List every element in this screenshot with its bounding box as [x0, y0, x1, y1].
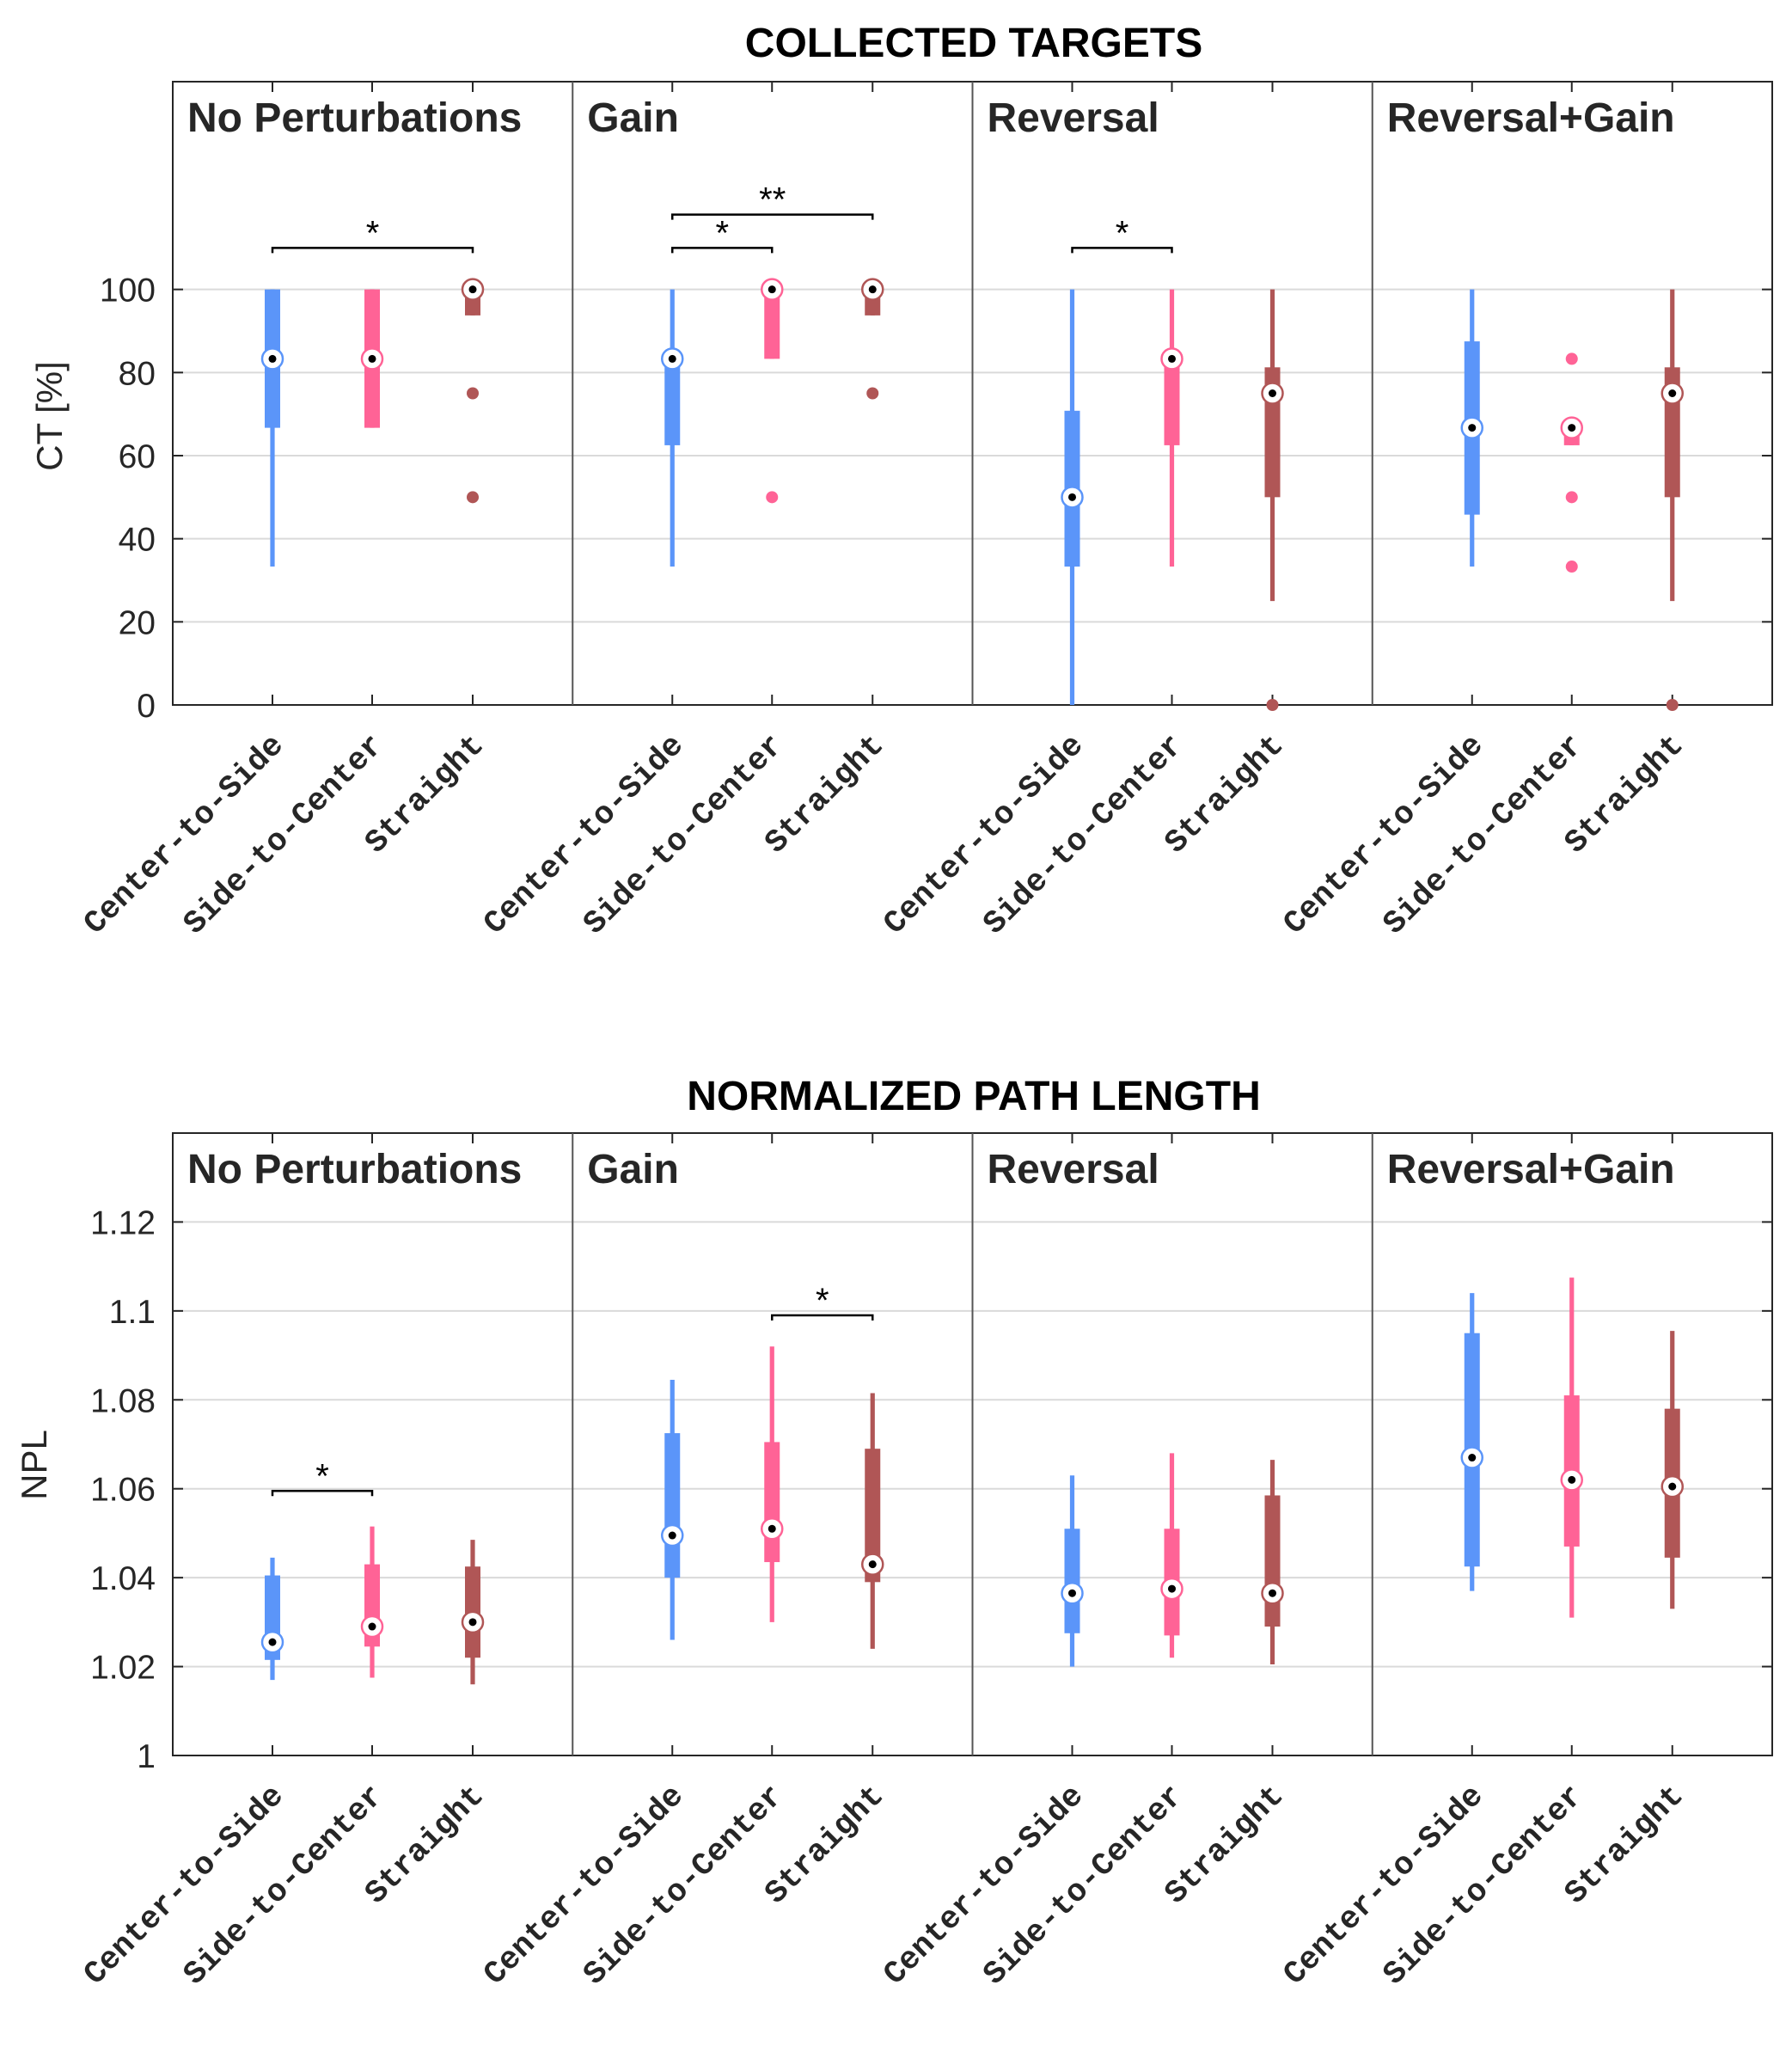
median-dot: [1068, 493, 1076, 501]
y-tick-label: 100: [100, 273, 156, 309]
median-dot: [1568, 424, 1576, 432]
median-dot: [1168, 1584, 1176, 1593]
median-dot: [368, 1622, 376, 1631]
panel-label: No Perturbations: [187, 1147, 522, 1192]
chart-title: COLLECTED TARGETS: [745, 21, 1202, 66]
significance-bracket: [1071, 247, 1173, 254]
panel-label: Gain: [587, 95, 679, 141]
plot-area: 1 1.02 1.04 1.06 1.08 1.1 1.12 No Perturbations…: [77, 1132, 1773, 1993]
outlier-point: [467, 387, 479, 400]
y-tick-label: 0: [137, 688, 156, 725]
median-dot: [268, 354, 277, 363]
significance-bracket: [671, 213, 874, 220]
y-tick-label: 1.06: [90, 1472, 156, 1509]
median-dot: [1269, 1589, 1276, 1597]
box: [1264, 1495, 1281, 1627]
box: [764, 1442, 780, 1563]
outlier-point: [1565, 352, 1578, 365]
median-dot: [1168, 354, 1176, 363]
significance-bracket: [271, 1490, 374, 1497]
panel-label: Reversal+Gain: [1387, 1147, 1675, 1192]
median-dot: [668, 354, 676, 363]
significance-marker: **: [759, 181, 786, 219]
y-tick-label: 1.1: [109, 1294, 156, 1331]
significance-marker: *: [1116, 214, 1129, 252]
significance-marker: *: [366, 214, 380, 252]
median-dot: [268, 1638, 277, 1646]
median-dot: [1468, 424, 1477, 432]
y-tick-label: 1.12: [90, 1204, 156, 1241]
outlier-point: [467, 491, 479, 504]
median-dot: [668, 1531, 676, 1540]
outlier-point: [1666, 699, 1679, 711]
median-dot: [1468, 1454, 1477, 1462]
significance-bracket: [771, 1314, 874, 1321]
chart-title: NORMALIZED PATH LENGTH: [687, 1074, 1261, 1119]
median-dot: [768, 1524, 776, 1533]
box: [1164, 358, 1180, 445]
significance-marker: *: [315, 1457, 329, 1495]
box: [1064, 1529, 1080, 1633]
median-dot: [1269, 389, 1276, 397]
median-dot: [368, 354, 376, 363]
box: [764, 289, 780, 359]
median-dot: [1568, 1475, 1576, 1484]
outlier-point: [1266, 699, 1279, 711]
box: [865, 1449, 881, 1583]
median-dot: [468, 1618, 477, 1627]
median-dot: [1068, 1589, 1076, 1597]
median-dot: [1668, 389, 1677, 397]
y-tick-label: 20: [119, 604, 156, 641]
significance-marker: *: [715, 214, 729, 252]
y-tick-label: 40: [119, 522, 156, 559]
outlier-point: [1565, 561, 1578, 573]
median-dot: [868, 1560, 877, 1569]
panel-label: Reversal: [988, 95, 1159, 141]
box: [664, 1433, 681, 1578]
y-tick-label: 60: [119, 438, 156, 475]
median-dot: [768, 285, 776, 294]
median-dot: [468, 285, 477, 294]
y-tick-label: 80: [119, 355, 156, 392]
outlier-point: [766, 491, 779, 504]
chart-normalized-path-length: NORMALIZED PATH LENGTH NPL 1 1.02 1.04 1.06…: [14, 1074, 1773, 1993]
panel-label: Gain: [587, 1147, 679, 1192]
y-tick-label: 1: [137, 1738, 156, 1775]
outlier-point: [1565, 491, 1578, 504]
significance-bracket: [671, 247, 774, 254]
median-dot: [1668, 1482, 1677, 1491]
chart-collected-targets: COLLECTED TARGETS CT [%] 0 20 40 60 80 100 No …: [29, 21, 1773, 942]
panel-label: Reversal: [988, 1147, 1159, 1192]
significance-bracket: [271, 247, 474, 254]
y-tick-label: 1.04: [90, 1560, 156, 1597]
y-tick-label: 1.08: [90, 1382, 156, 1419]
box: [664, 358, 681, 445]
median-dot: [868, 285, 877, 294]
significance-marker: *: [816, 1282, 829, 1320]
panel-label: No Perturbations: [187, 95, 522, 141]
y-tick-label: 1.02: [90, 1650, 156, 1687]
y-axis-label: NPL: [14, 1430, 54, 1500]
outlier-point: [866, 387, 879, 400]
y-axis-label: CT [%]: [29, 361, 70, 471]
panel-label: Reversal+Gain: [1387, 95, 1675, 141]
